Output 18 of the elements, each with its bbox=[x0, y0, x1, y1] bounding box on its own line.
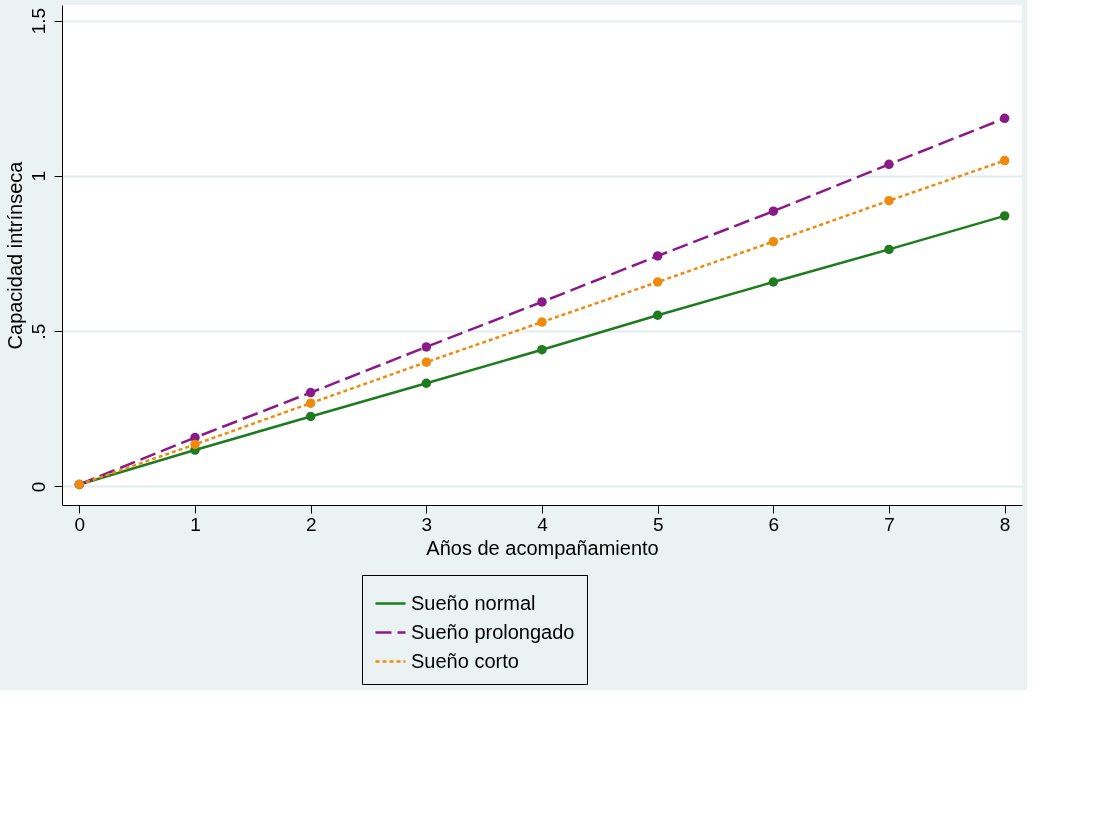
x-tick-label: 4 bbox=[537, 513, 549, 535]
x-tick-label: 5 bbox=[652, 513, 664, 535]
x-axis-title: Años de acompañamiento bbox=[426, 536, 659, 559]
x-tick-label: 7 bbox=[884, 513, 895, 535]
legend-label: Sueño corto bbox=[411, 649, 519, 672]
x-tick-label: 3 bbox=[421, 513, 433, 535]
legend-label: Sueño normal bbox=[411, 591, 536, 614]
y-axis-title: Capacidad intrínseca bbox=[3, 160, 26, 350]
x-tick-label: 2 bbox=[305, 513, 317, 535]
y-tick-label: .5 bbox=[27, 323, 49, 340]
y-tick-label: 0 bbox=[27, 481, 49, 493]
x-tick-label: 1 bbox=[190, 513, 201, 535]
x-tick-label: 8 bbox=[999, 513, 1011, 535]
y-tick-label: 1.5 bbox=[27, 7, 49, 35]
legend-label: Sueño prolongado bbox=[411, 620, 575, 643]
y-tick-label: 1 bbox=[27, 171, 49, 182]
x-tick-label: 0 bbox=[74, 513, 86, 535]
x-tick-label: 6 bbox=[768, 513, 780, 535]
